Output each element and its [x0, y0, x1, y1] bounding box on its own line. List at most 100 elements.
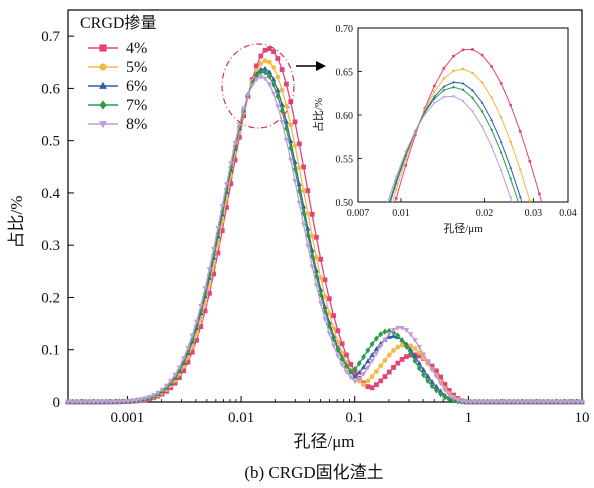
y-tick-label: 0.3	[41, 238, 60, 254]
data-point	[331, 326, 336, 331]
data-point	[245, 93, 251, 99]
data-point	[211, 271, 217, 277]
data-point	[82, 400, 88, 405]
data-point	[219, 204, 225, 209]
data-point	[433, 387, 439, 394]
data-point	[224, 205, 229, 210]
inset-data-point	[490, 128, 493, 132]
data-point	[545, 400, 551, 405]
data-point	[176, 365, 183, 371]
data-point	[125, 399, 131, 405]
data-point	[378, 363, 384, 369]
data-point	[142, 396, 148, 402]
legend-item: 7%	[88, 97, 147, 114]
inset-data-point	[432, 94, 436, 98]
data-point	[421, 371, 426, 378]
data-point	[562, 400, 568, 405]
data-point	[446, 392, 452, 398]
data-point	[266, 82, 272, 88]
inset-data-point	[385, 204, 388, 207]
inset-series-group	[357, 48, 570, 364]
data-point	[369, 374, 375, 379]
data-point	[189, 333, 195, 339]
inset-data-point	[519, 227, 522, 230]
data-point	[510, 400, 517, 405]
data-point	[412, 353, 418, 359]
data-point	[416, 344, 422, 350]
inset-series-5pct	[376, 67, 560, 304]
data-point	[532, 400, 538, 405]
highlight-circle	[221, 43, 295, 129]
inset-data-point	[376, 254, 379, 257]
inset-data-point	[394, 188, 398, 191]
data-point	[386, 331, 392, 337]
data-point	[206, 271, 212, 278]
legend-label: 8%	[126, 116, 147, 133]
inset-data-point	[519, 206, 522, 209]
data-point	[103, 399, 110, 405]
data-point	[266, 46, 272, 52]
data-point	[266, 73, 272, 80]
x-axis-label: 孔径/μm	[293, 432, 354, 451]
data-point	[416, 350, 422, 356]
data-point	[292, 166, 298, 173]
data-point	[373, 351, 380, 357]
y-tick-label: 0.5	[41, 134, 60, 150]
data-point	[399, 357, 405, 362]
inset-data-point	[357, 299, 360, 302]
inset-data-point	[480, 109, 484, 114]
data-point	[181, 356, 187, 362]
inset-data-point	[385, 232, 388, 235]
data-point	[339, 341, 345, 347]
data-point	[570, 400, 577, 405]
data-point	[309, 233, 315, 239]
inset-data-point	[547, 293, 550, 296]
data-point	[352, 379, 358, 385]
inset-data-point	[548, 305, 551, 308]
data-point	[378, 378, 384, 384]
inset-x-tick-label: 0.02	[476, 208, 494, 219]
data-point	[412, 338, 418, 343]
legend-item: 6%	[88, 78, 147, 95]
data-point	[339, 362, 345, 368]
inset-data-point	[567, 361, 570, 364]
data-point	[228, 161, 234, 166]
data-point	[403, 343, 409, 350]
data-point	[369, 385, 375, 391]
data-point	[254, 63, 259, 69]
data-point	[403, 328, 410, 333]
data-point	[493, 400, 499, 405]
data-point	[210, 247, 217, 252]
legend-marker	[99, 121, 107, 129]
inset-x-tick-label: 0.01	[392, 208, 410, 219]
data-point	[318, 291, 324, 298]
data-point	[314, 255, 319, 260]
data-point	[292, 119, 298, 125]
data-point	[429, 363, 435, 369]
data-point	[365, 384, 371, 390]
data-point	[301, 164, 306, 170]
data-point	[305, 188, 311, 194]
inset-data-point	[509, 140, 513, 144]
data-point	[262, 47, 268, 53]
x-tick-label: 0.001	[111, 410, 145, 426]
data-point	[232, 157, 238, 163]
data-point	[275, 56, 281, 61]
inset-data-point	[509, 166, 513, 169]
data-point	[395, 360, 401, 366]
inset-data-point	[357, 339, 360, 342]
data-point	[270, 76, 277, 82]
data-point	[181, 368, 187, 374]
inset-data-point	[480, 125, 484, 129]
inset-data-point	[357, 307, 360, 310]
data-point	[270, 91, 277, 97]
inset-data-point	[557, 301, 560, 304]
x-tick-label: 0.1	[345, 410, 364, 426]
data-point	[318, 301, 324, 306]
data-point	[91, 400, 97, 405]
data-point	[168, 378, 174, 384]
legend-label: 4%	[126, 40, 147, 57]
inset-plot-area: 0.007 0.01 0.02 0.03 0.04 0.50 0.55 0.60 0.65 0.7…	[311, 24, 577, 364]
inset-data-point	[423, 110, 427, 115]
data-point	[433, 368, 439, 374]
